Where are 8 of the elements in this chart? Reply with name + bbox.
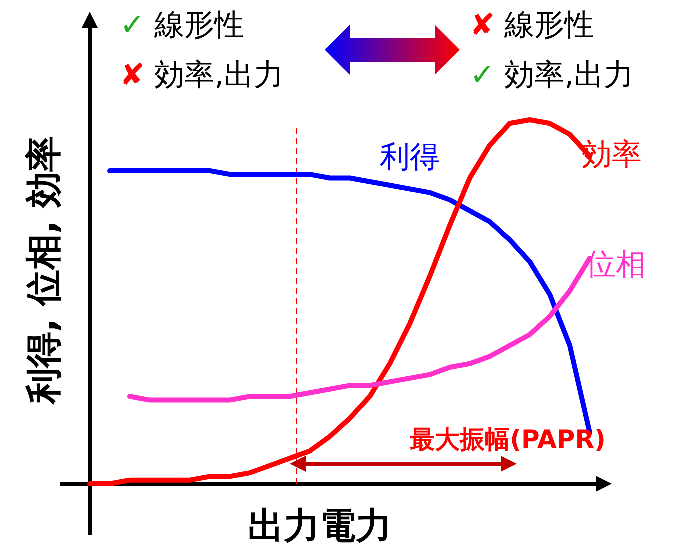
- annotation: 最大振幅(PAPR): [409, 425, 606, 454]
- series-label: 利得: [380, 140, 440, 176]
- y-axis-title: 利得, 位相, 効率: [24, 136, 65, 406]
- text: ✓ 効率,出力: [470, 58, 634, 93]
- x-axis-title: 出力電力: [248, 506, 392, 547]
- text: ✓ 線形性: [120, 8, 245, 43]
- text: ✘ 線形性: [470, 8, 595, 43]
- text: ✘ 効率,出力: [120, 58, 284, 93]
